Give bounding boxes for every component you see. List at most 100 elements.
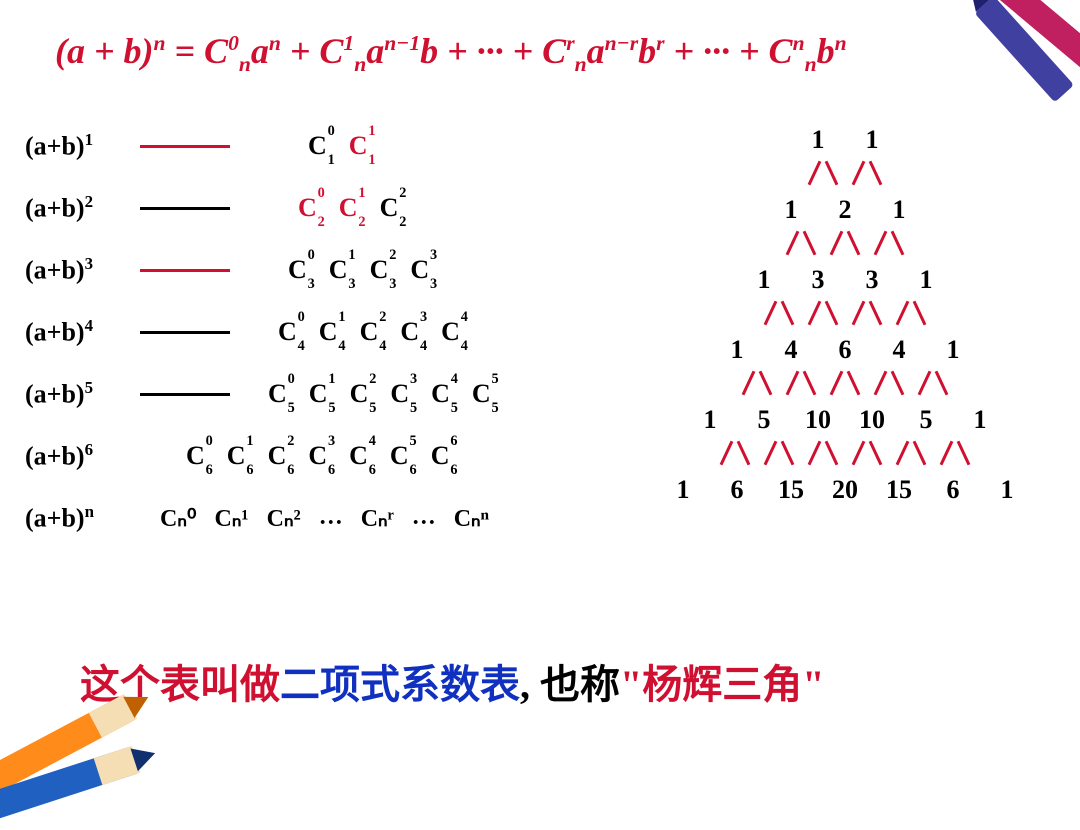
binomial-coeff: C46: [343, 441, 374, 471]
coeff-row: (a+b)6 C06 C16 C26 C36 C46 C56 C66: [25, 425, 497, 487]
connector-line: [140, 269, 230, 272]
triangle-value: 20: [830, 475, 860, 505]
coeff-list: C04 C14 C24 C34 C44: [272, 317, 466, 347]
binomial-coeff: C12: [333, 193, 364, 223]
triangle-row: 14641: [645, 330, 1045, 370]
binomial-coeff: C11: [343, 131, 374, 161]
binomial-coeff: C35: [384, 379, 415, 409]
binomial-coeff: C06: [180, 441, 211, 471]
triangle-value: 6: [722, 475, 752, 505]
triangle-value: 1: [884, 195, 914, 225]
binomial-coeff: C02: [292, 193, 323, 223]
coeff-list: C05C15C25C35C45C55: [262, 379, 497, 409]
coeff-list: C02 C12 C22: [292, 193, 404, 223]
pascals-triangle: 11121133114641151010511615201561: [645, 120, 1045, 510]
triangle-value: 15: [776, 475, 806, 505]
binomial-coeff: C15: [303, 379, 334, 409]
row-label: (a+b)1: [25, 130, 140, 162]
binomial-coeff: C66: [425, 441, 456, 471]
triangle-value: 2: [830, 195, 860, 225]
triangle-value: 4: [884, 335, 914, 365]
binomial-coeff: C26: [262, 441, 293, 471]
triangle-value: 1: [776, 195, 806, 225]
triangle-value: 4: [776, 335, 806, 365]
coeff-list: C06 C16 C26 C36 C46 C56 C66: [180, 441, 455, 471]
triangle-value: 1: [803, 125, 833, 155]
row-label: (a+b)4: [25, 316, 140, 348]
triangle-connectors: [645, 370, 1045, 400]
triangle-value: 10: [857, 405, 887, 435]
triangle-value: 1: [965, 405, 995, 435]
binomial-coeff: C04: [272, 317, 303, 347]
binomial-coeff: C22: [374, 193, 405, 223]
binomial-formula: (a + b)n = C0nan + C1nan−1b + ··· + Crna…: [55, 30, 847, 77]
triangle-value: 1: [911, 265, 941, 295]
binomial-coeff: …: [319, 504, 343, 533]
binomial-coeff: C55: [466, 379, 497, 409]
binomial-coeff: C16: [221, 441, 252, 471]
triangle-value: 5: [911, 405, 941, 435]
binomial-coeff: Cₙ¹: [215, 504, 249, 533]
binomial-coeff: C56: [384, 441, 415, 471]
crayon-decoration-bottom: [0, 730, 160, 830]
connector-line: [140, 331, 230, 334]
triangle-value: 3: [857, 265, 887, 295]
triangle-connectors: [645, 440, 1045, 470]
triangle-connectors: [645, 230, 1045, 260]
caption-part3: , 也称: [520, 662, 620, 707]
row-label: (a+b)2: [25, 192, 140, 224]
binomial-coeff: C23: [364, 255, 395, 285]
binomial-coeff: C13: [323, 255, 354, 285]
triangle-value: 3: [803, 265, 833, 295]
coeff-list: C01 C11: [302, 131, 374, 161]
triangle-value: 1: [857, 125, 887, 155]
connector-line: [140, 207, 230, 210]
caption-part4: "杨辉三角": [620, 662, 824, 707]
binomial-coeff: C33: [404, 255, 435, 285]
caption: 这个表叫做二项式系数表, 也称"杨辉三角": [80, 652, 824, 710]
coeff-row-n: (a+b)nCₙ⁰Cₙ¹Cₙ²…Cₙʳ…Cₙⁿ: [25, 487, 497, 549]
triangle-value: 6: [830, 335, 860, 365]
coeff-list: Cₙ⁰Cₙ¹Cₙ²…Cₙʳ…Cₙⁿ: [160, 504, 489, 533]
triangle-value: 5: [749, 405, 779, 435]
triangle-connectors: [645, 300, 1045, 330]
triangle-row: 1615201561: [645, 470, 1045, 510]
triangle-value: 1: [992, 475, 1022, 505]
coeff-row: (a+b)2 C02 C12 C22: [25, 177, 497, 239]
binomial-coeff: Cₙⁿ: [454, 504, 489, 533]
triangle-value: 10: [803, 405, 833, 435]
triangle-value: 1: [749, 265, 779, 295]
triangle-value: 1: [695, 405, 725, 435]
coeff-row: (a+b)1 C01 C11: [25, 115, 497, 177]
binomial-coeff: …: [412, 504, 436, 533]
coefficient-table: (a+b)1C01C11(a+b)2C02C12C22(a+b)3C03C13C…: [25, 115, 497, 549]
binomial-coeff: C03: [282, 255, 313, 285]
triangle-value: 15: [884, 475, 914, 505]
triangle-row: 121: [645, 190, 1045, 230]
connector-line: [140, 145, 230, 148]
binomial-coeff: C24: [354, 317, 385, 347]
coeff-row: (a+b)5C05C15C25C35C45C55: [25, 363, 497, 425]
binomial-coeff: C05: [262, 379, 293, 409]
binomial-coeff: C36: [302, 441, 333, 471]
binomial-coeff: C44: [435, 317, 466, 347]
binomial-coeff: C01: [302, 131, 333, 161]
row-label: (a+b)n: [25, 502, 140, 534]
row-label: (a+b)5: [25, 378, 140, 410]
triangle-connectors: [645, 160, 1045, 190]
triangle-value: 1: [938, 335, 968, 365]
triangle-row: 11: [645, 120, 1045, 160]
binomial-coeff: C34: [394, 317, 425, 347]
coeff-row: (a+b)4 C04 C14 C24 C34 C44: [25, 301, 497, 363]
triangle-value: 1: [722, 335, 752, 365]
coeff-list: C03 C13 C23 C33: [282, 255, 435, 285]
triangle-value: 1: [668, 475, 698, 505]
triangle-row: 15101051: [645, 400, 1045, 440]
coeff-row: (a+b)3C03C13C23C33: [25, 239, 497, 301]
binomial-coeff: Cₙʳ: [361, 504, 394, 533]
binomial-coeff: C45: [425, 379, 456, 409]
caption-part2: 二项式系数表: [280, 662, 520, 707]
row-label: (a+b)6: [25, 440, 140, 472]
binomial-coeff: C14: [313, 317, 344, 347]
triangle-row: 1331: [645, 260, 1045, 300]
